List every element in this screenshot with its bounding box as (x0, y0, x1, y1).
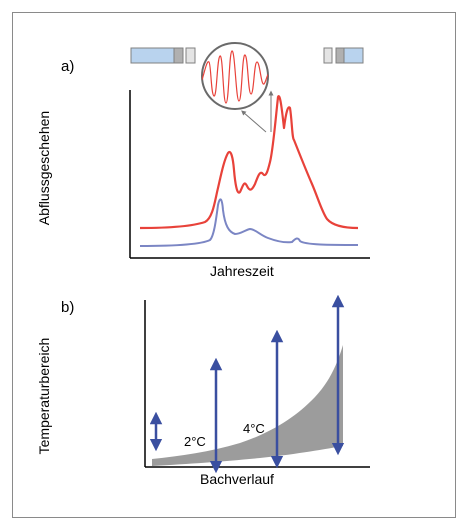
red-discharge-curve (139, 95, 359, 230)
annotation-2c: 2°C (184, 434, 206, 449)
figure-frame (12, 12, 456, 518)
annotation-4c: 4°C (243, 421, 265, 436)
panel-a-letter: a) (61, 58, 75, 75)
panel-b-xlabel: Bachverlauf (200, 471, 274, 487)
panel-a-xlabel: Jahreszeit (210, 263, 274, 279)
panel-a-axes (129, 90, 370, 259)
season-bar-left (130, 47, 196, 64)
inset-pointer-line (241, 110, 267, 133)
panel-b-letter: b) (61, 299, 75, 316)
inset-magnifier (201, 42, 269, 110)
blue-discharge-curve (139, 198, 359, 247)
temperature-range-area (152, 345, 343, 466)
season-bar-right (323, 47, 364, 64)
panel-b-axes (144, 300, 370, 468)
